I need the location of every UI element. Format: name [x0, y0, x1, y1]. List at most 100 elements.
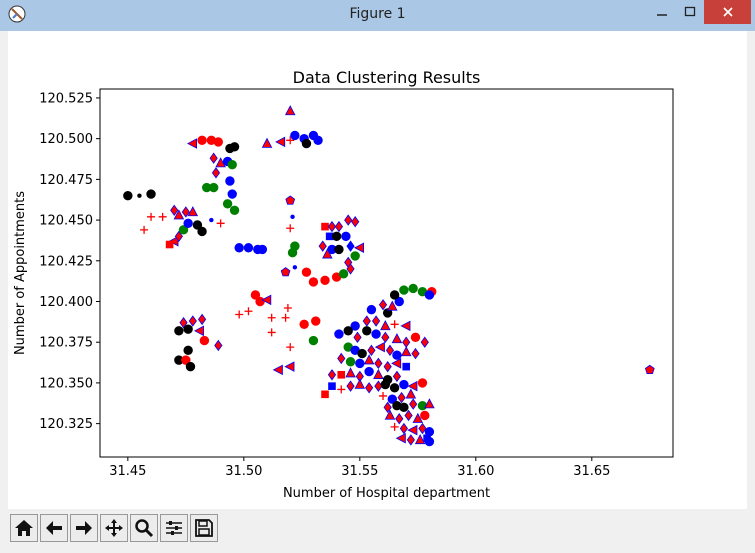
data-point — [385, 344, 395, 357]
data-point — [318, 240, 327, 252]
data-point — [404, 409, 413, 422]
save-button[interactable] — [190, 514, 218, 542]
data-point — [146, 189, 156, 199]
back-button[interactable] — [40, 514, 68, 542]
data-point — [409, 398, 418, 410]
maximize-icon — [684, 6, 696, 17]
zoom-button[interactable] — [130, 514, 158, 542]
data-point — [327, 220, 337, 233]
pan-icon — [105, 519, 123, 537]
data-point — [165, 240, 174, 249]
data-point — [308, 335, 319, 346]
data-point — [328, 382, 336, 390]
data-point — [334, 244, 344, 255]
data-point — [394, 296, 404, 307]
data-point — [344, 214, 353, 226]
data-point — [216, 219, 225, 228]
data-point — [321, 222, 329, 231]
title-bar[interactable]: Figure 1 — [0, 0, 755, 31]
data-point — [186, 138, 197, 149]
data-point — [213, 137, 224, 147]
data-point — [382, 308, 393, 318]
chart-title: Data Clustering Results — [293, 68, 481, 87]
forward-button[interactable] — [70, 514, 98, 542]
data-point — [285, 195, 296, 205]
data-point — [392, 350, 402, 360]
y-tick-label: 120.425 — [39, 254, 93, 269]
data-point — [183, 345, 193, 356]
data-point — [407, 424, 418, 436]
data-point — [301, 138, 312, 149]
data-point — [209, 152, 218, 164]
data-point — [391, 333, 403, 344]
pan-button[interactable] — [100, 514, 128, 542]
y-tick-label: 120.500 — [39, 132, 93, 147]
data-point — [322, 248, 333, 259]
data-point — [362, 326, 372, 336]
close-button[interactable] — [704, 0, 751, 24]
data-point — [644, 364, 655, 375]
figure-canvas: Data Clustering Results Number of Hospit… — [8, 31, 747, 509]
data-point — [350, 251, 360, 261]
data-point — [188, 315, 197, 327]
data-point — [267, 313, 276, 322]
configure-subplots-icon — [166, 521, 182, 535]
data-point — [343, 326, 353, 336]
data-point — [284, 361, 295, 372]
close-icon — [722, 7, 733, 17]
data-point — [222, 199, 233, 209]
data-point — [353, 242, 365, 254]
data-point — [325, 232, 334, 241]
data-point — [123, 190, 133, 201]
data-point — [244, 307, 253, 316]
data-point — [355, 358, 365, 369]
save-icon — [195, 519, 213, 537]
data-point — [275, 136, 286, 148]
data-point — [286, 136, 295, 145]
data-point — [338, 269, 349, 279]
data-point — [417, 378, 428, 388]
data-point — [383, 401, 392, 414]
data-point — [392, 370, 402, 383]
y-axis-ticks: 120.325 120.350 120.375 120.400 120.425 120.4… — [39, 91, 100, 432]
data-point — [337, 370, 346, 379]
data-point — [364, 366, 374, 377]
data-point — [179, 316, 188, 329]
data-point — [168, 235, 179, 247]
data-point — [391, 358, 402, 369]
configure-subplots-button[interactable] — [160, 514, 188, 542]
maximize-button[interactable] — [676, 0, 704, 24]
data-point — [229, 205, 240, 216]
data-point — [380, 320, 391, 331]
data-point — [399, 402, 409, 413]
data-point — [209, 217, 214, 223]
data-point — [299, 319, 309, 329]
minimize-button[interactable] — [648, 0, 676, 24]
data-point — [286, 343, 295, 352]
navigation-toolbar — [8, 509, 747, 549]
y-tick-label: 120.400 — [39, 295, 93, 310]
data-point — [286, 224, 295, 233]
data-point — [337, 352, 346, 365]
data-point — [181, 206, 190, 218]
window-title: Figure 1 — [349, 6, 406, 22]
data-point — [351, 216, 360, 228]
data-point — [178, 225, 189, 235]
data-point — [140, 225, 149, 234]
data-point — [354, 378, 366, 389]
x-tick-label: 31.60 — [457, 464, 494, 479]
data-point — [395, 433, 406, 444]
data-point — [346, 263, 355, 275]
forward-arrow-icon — [76, 521, 92, 535]
data-point — [424, 398, 435, 409]
data-point — [384, 409, 396, 420]
data-point — [346, 380, 355, 392]
y-tick-label: 120.475 — [39, 173, 93, 188]
data-point — [418, 422, 427, 435]
home-button[interactable] — [10, 514, 38, 542]
data-point — [420, 336, 429, 348]
back-arrow-icon — [46, 521, 62, 535]
x-tick-label: 31.55 — [341, 464, 378, 479]
data-point — [408, 283, 418, 294]
x-axis-ticks: 31.45 31.50 31.55 31.60 31.65 — [109, 457, 610, 479]
